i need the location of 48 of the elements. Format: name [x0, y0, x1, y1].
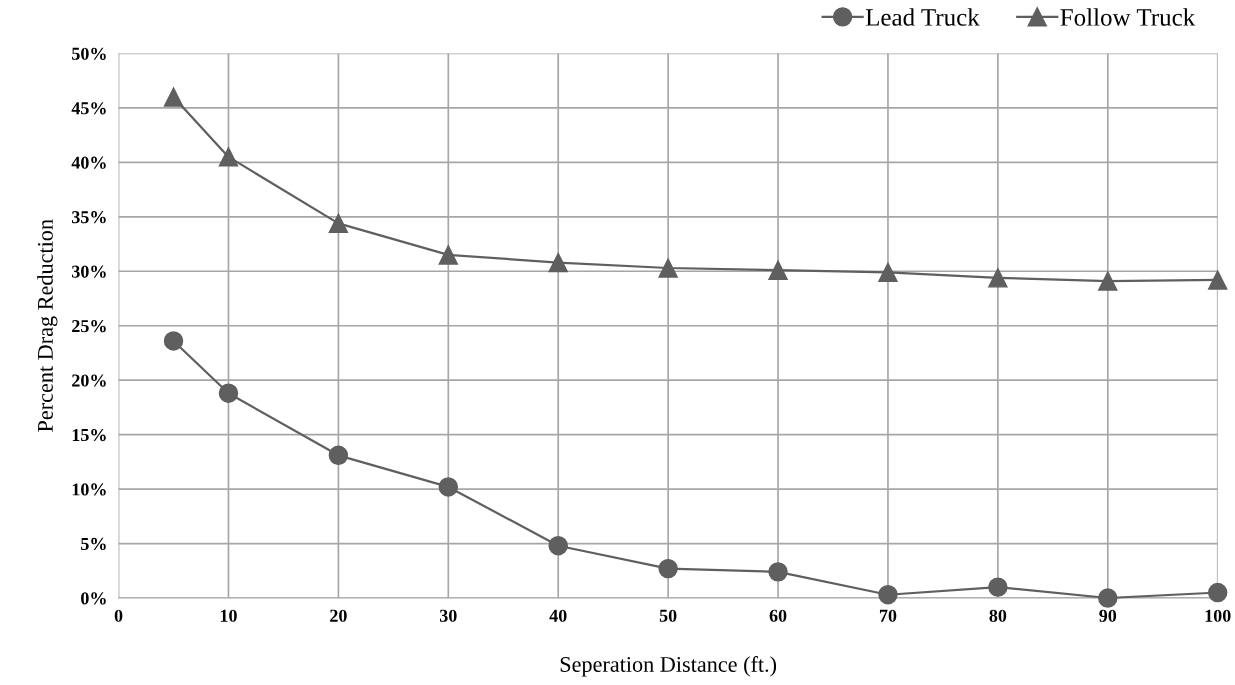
- y-tick-label: 0%: [81, 592, 106, 605]
- point: [438, 477, 459, 497]
- y-tick-label: 40%: [71, 156, 106, 169]
- y-tick-label: 20%: [72, 374, 106, 387]
- y-tick-label: 45%: [71, 102, 106, 115]
- legend-label: Follow Truck: [1060, 8, 1196, 26]
- point: [218, 147, 239, 167]
- y-tick-label: 15%: [72, 428, 106, 442]
- y-tick-label: 30%: [72, 265, 106, 278]
- point: [768, 260, 788, 280]
- x-axis-title: Seperation Distance (ft.): [560, 656, 777, 677]
- y-axis-title: Percent Drag Reduction: [37, 219, 58, 432]
- x-tick-label: 50: [659, 609, 677, 622]
- point: [1207, 270, 1228, 290]
- point: [548, 252, 568, 273]
- point: [988, 268, 1008, 288]
- point: [218, 383, 239, 403]
- x-tick-label: 100: [1205, 609, 1231, 622]
- point: [1098, 588, 1118, 608]
- x-tick-label: 0: [114, 609, 123, 622]
- point: [658, 558, 678, 579]
- point: [1207, 582, 1228, 603]
- y-tick-label: 50%: [72, 47, 106, 60]
- y-tick-label: 35%: [72, 211, 106, 224]
- legend-label: Lead Truck: [865, 8, 980, 26]
- point: [548, 536, 568, 556]
- y-tick-label: 10%: [72, 483, 106, 496]
- point: [988, 577, 1008, 597]
- point: [1098, 271, 1118, 291]
- point: [328, 445, 349, 466]
- point: [878, 585, 898, 605]
- point: [163, 331, 184, 351]
- x-tick-label: 20: [330, 609, 347, 622]
- point: [878, 262, 898, 283]
- x-tick-label: 70: [879, 609, 897, 622]
- x-tick-label: 10: [220, 609, 237, 622]
- x-tick-label: 40: [549, 609, 567, 622]
- point: [658, 258, 678, 278]
- x-tick-label: 80: [989, 609, 1007, 622]
- point: [328, 213, 349, 234]
- y-tick-label: 25%: [72, 319, 106, 333]
- x-tick-label: 30: [439, 609, 457, 622]
- point: [163, 87, 184, 107]
- x-tick-label: 90: [1099, 609, 1117, 622]
- point: [438, 245, 459, 265]
- point: [768, 562, 788, 582]
- y-tick-label: 5%: [81, 537, 106, 551]
- x-tick-label: 60: [769, 609, 787, 622]
